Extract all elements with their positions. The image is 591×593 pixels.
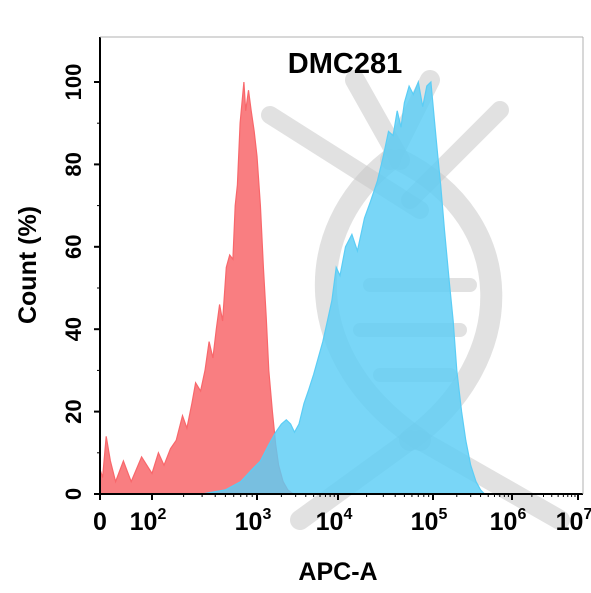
y-axis-ticks: 0 20 40 60 80 100	[61, 64, 100, 500]
y-tick-label: 20	[61, 399, 86, 423]
y-tick-label: 40	[61, 317, 86, 341]
x-tick-label: 105	[411, 506, 448, 536]
y-tick-label: 0	[61, 488, 86, 500]
series-2-area	[100, 79, 487, 495]
histogram-series	[99, 79, 487, 495]
x-tick-label: 104	[316, 506, 353, 536]
series-1-area	[99, 81, 295, 495]
y-tick-label: 80	[61, 152, 86, 176]
y-tick-label: 60	[61, 235, 86, 259]
x-tick-label: 102	[130, 506, 167, 536]
x-axis-ticks: 0 102 103 104 105 106 107	[93, 494, 591, 536]
x-tick-label: 107	[556, 506, 591, 536]
y-tick-label: 100	[61, 64, 86, 101]
x-tick-label: 103	[235, 506, 272, 536]
x-axis-label: APC-A	[298, 558, 377, 586]
plot-frame	[99, 36, 584, 495]
y-axis-label: Count (%)	[14, 206, 42, 324]
x-tick-label: 0	[93, 508, 107, 536]
x-tick-label: 106	[490, 506, 527, 536]
chart-title: DMC281	[288, 48, 402, 80]
